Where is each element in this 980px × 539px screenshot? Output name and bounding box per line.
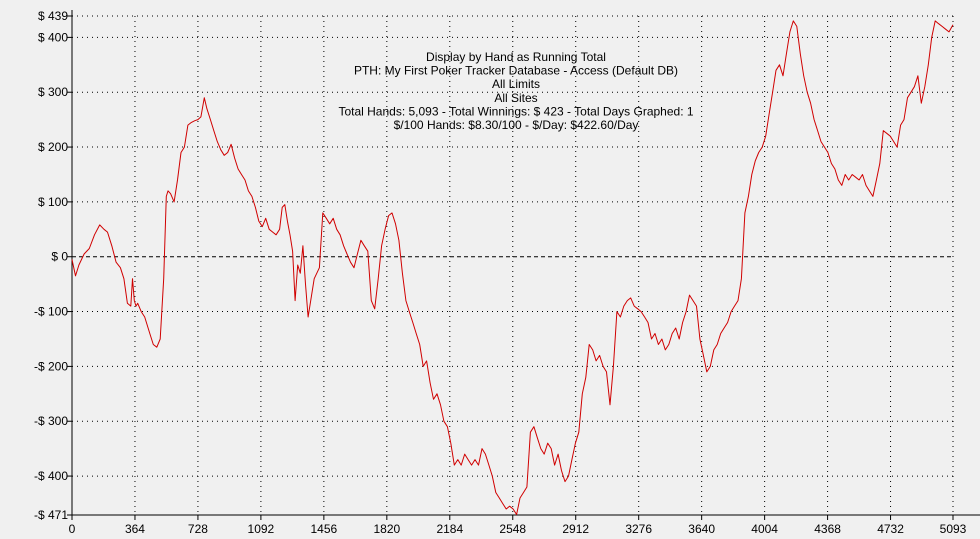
y-tick-label: -$ 471 [34,508,68,522]
x-tick-label: 1092 [248,522,275,536]
x-tick-label: 2184 [436,522,463,536]
y-tick-label: $ 200 [38,140,68,154]
y-tick-label: -$ 100 [34,305,68,319]
x-tick-label: 4368 [814,522,841,536]
y-tick-label: -$ 400 [34,469,68,483]
x-tick-label: 4004 [751,522,778,536]
x-tick-label: 2912 [562,522,589,536]
x-tick-label: 728 [188,522,208,536]
x-tick-label: 0 [69,522,76,536]
title-line: $/100 Hands: $8.30/100 - $/Day: $422.60/… [394,118,639,132]
y-tick-label: -$ 300 [34,414,68,428]
title-line: Display by Hand as Running Total [426,50,606,64]
x-tick-label: 4732 [877,522,904,536]
title-line: All Limits [492,77,540,91]
y-tick-label: $ 400 [38,30,68,44]
series-layer [71,20,954,515]
axes: $ 439 $ 400 $ 300 $ 200 $ 100 $ 0 -$ 100 -$ 200… [34,9,980,536]
y-tick-label: $ 100 [38,195,68,209]
title-line: All Sites [494,91,537,105]
running-total-line [71,20,954,515]
title-line: PTH: My First Poker Tracker Database - A… [354,64,678,78]
x-tick-label: 2548 [499,522,526,536]
title-line: Total Hands: 5,093 - Total Winnings: $ 4… [338,104,693,118]
y-tick-label: $ 439 [38,9,68,23]
grid [72,15,954,516]
x-tick-label: 364 [125,522,145,536]
x-tick-label: 1820 [373,522,400,536]
x-tick-label: 5093 [940,522,967,536]
y-tick-label: $ 0 [51,250,68,264]
x-tick-label: 1456 [311,522,338,536]
y-tick-label: $ 300 [38,85,68,99]
y-tick-label: -$ 200 [34,359,68,373]
x-tick-label: 3276 [625,522,652,536]
x-tick-label: 3640 [688,522,715,536]
